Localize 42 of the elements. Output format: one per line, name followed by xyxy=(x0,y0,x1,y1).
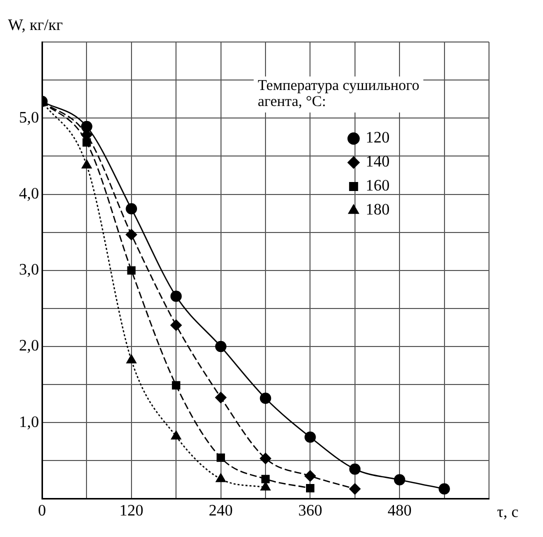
point xyxy=(172,381,180,390)
point xyxy=(127,266,136,275)
point xyxy=(260,392,272,404)
point xyxy=(304,431,316,443)
y-tick-label: 2,0 xyxy=(19,338,39,355)
point xyxy=(349,483,361,495)
legend-label: 160 xyxy=(366,178,390,195)
point xyxy=(126,203,138,214)
point xyxy=(171,430,182,440)
point xyxy=(438,483,450,495)
legend-label: 120 xyxy=(366,130,390,147)
point xyxy=(394,474,406,486)
y-tick-label: 1,0 xyxy=(19,414,39,431)
point xyxy=(126,228,138,240)
point xyxy=(216,454,225,462)
point xyxy=(170,290,182,302)
y-tick-label: 5,0 xyxy=(19,109,39,126)
x-tick-label: 480 xyxy=(388,502,412,520)
point xyxy=(349,463,361,475)
point xyxy=(126,354,136,364)
point xyxy=(306,484,314,492)
x-tick-label: 240 xyxy=(208,502,233,520)
x-axis-title: τ, с xyxy=(497,504,519,522)
point xyxy=(261,474,270,484)
x-tick-label: 360 xyxy=(298,502,322,520)
point xyxy=(260,482,270,491)
legend-label: 140 xyxy=(366,154,390,171)
x-tick-label: 0 xyxy=(38,502,46,520)
y-tick-label: 4,0 xyxy=(19,185,39,202)
point xyxy=(170,320,182,331)
point xyxy=(81,120,92,132)
point xyxy=(215,340,226,352)
y-axis-title: W, кг/кг xyxy=(8,17,64,34)
point xyxy=(216,473,226,482)
point xyxy=(304,470,316,482)
x-tick-label: 120 xyxy=(119,502,144,520)
point xyxy=(260,452,272,464)
legend-title: Температура сушильного агента, °C: xyxy=(258,78,420,110)
point xyxy=(215,392,226,404)
legend-label: 180 xyxy=(366,202,390,219)
y-tick-label: 3,0 xyxy=(19,262,39,279)
point xyxy=(82,160,92,168)
